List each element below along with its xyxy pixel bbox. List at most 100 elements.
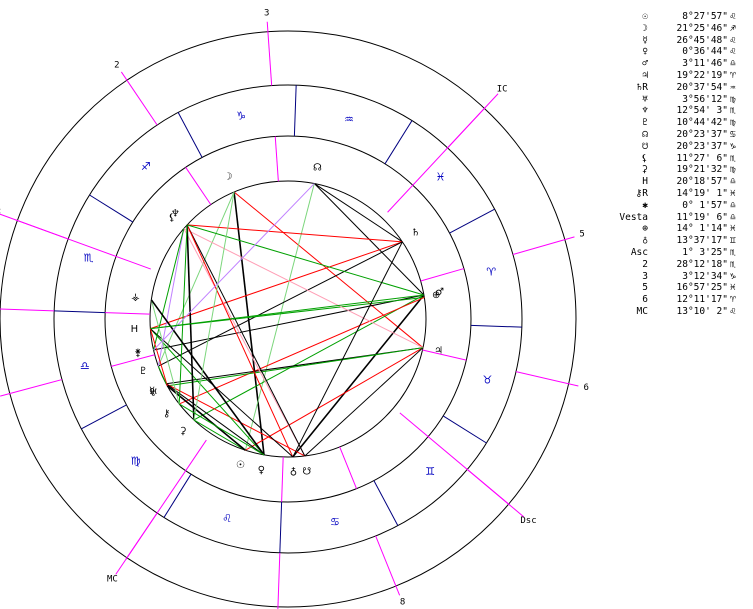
house-cusp-lines	[0, 21, 579, 609]
aspect-line-lilith-juno	[153, 228, 185, 351]
position-value: 19°21'32"	[676, 164, 728, 176]
position-point-glyph: ♀	[642, 46, 648, 58]
aspect-line-pluto-mercury	[157, 365, 167, 384]
position-sign-glyph: ♍	[730, 93, 736, 105]
angle-extension-dsc	[466, 469, 525, 518]
position-row: ☋ 20°23'37" ♑	[614, 141, 753, 153]
position-value: 13°37'17"	[676, 235, 728, 247]
position-value: 1° 3'25"	[682, 246, 728, 258]
planet-venus-icon: ♀	[258, 465, 265, 476]
house-inner-tick-3	[274, 136, 279, 182]
aspect-line-node-juno	[153, 183, 315, 351]
sign-boundary-7	[373, 480, 399, 526]
planet-pluto-icon: ♇	[139, 366, 148, 377]
position-sign-glyph: ♈	[730, 69, 736, 81]
position-value: 26°45'48"	[676, 34, 728, 46]
position-sign-glyph: ♈	[730, 294, 736, 306]
house-inner-tick-6	[422, 349, 467, 361]
aspect-line-saturn-hygiea	[150, 241, 403, 330]
position-row: ☊ 20°23'37" ♋	[614, 129, 753, 141]
aspect-line-vesta-chiron	[150, 299, 180, 405]
position-row: ☉ 8°27'57" ♌	[614, 11, 753, 23]
position-row: Vesta 11°19' 6" ♎	[614, 212, 753, 224]
position-value: 14°19' 1"	[676, 187, 728, 199]
zodiac-sign-glyphs: ♏ ♐ ♑ ♒ ♓ ♈ ♉ ♊ ♋ ♌ ♍ ♎	[80, 109, 496, 528]
position-sign-glyph: ♌	[730, 305, 736, 317]
aspect-line-neptune-ceres	[186, 224, 195, 420]
position-value: 20°18'57"	[676, 176, 728, 188]
position-sign-glyph: ♍	[730, 164, 736, 176]
sign-glyph-capricorn: ♑	[236, 109, 246, 122]
position-point-glyph: ♁	[642, 235, 648, 247]
sign-glyph-virgo: ♍	[131, 455, 141, 468]
position-value: 21°25'46"	[676, 22, 728, 34]
position-row: ♅ 3°56'12" ♍	[614, 94, 753, 106]
position-point-glyph: Vesta	[619, 211, 648, 223]
house-tick-11	[0, 379, 63, 397]
planet-hygiea-icon: H	[131, 324, 139, 335]
position-row: ♄R 20°37'54" ♒	[614, 82, 753, 94]
planet-neptune-icon: ♆	[171, 208, 180, 219]
aspect-line-mars-vertex	[292, 294, 425, 458]
planet-node-icon: ☊	[313, 162, 322, 173]
aspect-line-jupiter-sun	[245, 347, 424, 451]
sign-glyph-libra: ♎	[80, 359, 90, 372]
house-cusp-label-2: 2	[114, 60, 119, 70]
sign-boundary-2	[293, 85, 297, 137]
position-point-glyph: 3	[642, 270, 648, 282]
position-row: 2 28°12'18" ♏	[614, 259, 753, 271]
sign-boundary-lines	[54, 85, 522, 553]
position-value: 12°54' 3"	[676, 105, 728, 117]
position-sign-glyph: ♒	[730, 81, 736, 93]
planet-juno-icon: ⚵	[134, 348, 141, 359]
position-point-glyph: ☊	[642, 128, 648, 140]
position-sign-glyph: ♑	[730, 270, 736, 282]
position-sign-glyph: ♌	[730, 46, 736, 58]
position-value: 14° 1'14"	[676, 223, 728, 235]
house-tick-6	[515, 371, 579, 387]
position-row: H 20°18'57" ♎	[614, 176, 753, 188]
house-inner-tick-8	[339, 446, 358, 489]
position-value: 3°56'12"	[682, 93, 728, 105]
position-row: ⚳ 19°21'32" ♍	[614, 164, 753, 176]
sign-glyph-pisces: ♓	[436, 170, 446, 183]
position-value: 16°57'25"	[676, 282, 728, 294]
house-cusp-label-5: 5	[579, 230, 584, 240]
position-point-glyph: MC	[636, 305, 648, 317]
aspect-line-vertex-hygiea	[150, 328, 294, 458]
angle-extension-mc	[115, 512, 158, 575]
position-sign-glyph: ♏	[730, 258, 736, 270]
position-row: 6 12°11'17" ♈	[614, 294, 753, 306]
planet-jupiter-icon: ♃	[434, 346, 443, 357]
sign-boundary-3	[384, 120, 413, 165]
wheel-rings	[0, 30, 577, 608]
aspect-line-vesta-venus	[150, 299, 265, 456]
planet-glyphs: ☉ ☽ ☿ ♀ ♂ ♃ ♄ ♅ ♆ ♇ ☊ ☋ ⚸ ⚳ H ⚷ ⚵ ⚶ ⊕ ♁	[131, 162, 445, 478]
house-inner-tick-11	[111, 354, 155, 367]
sign-boundary-10	[81, 404, 127, 430]
sign-boundary-8	[279, 501, 283, 553]
position-point-glyph: ♂	[642, 58, 648, 70]
position-sign-glyph: ♎	[730, 211, 736, 223]
position-point-glyph: ♅	[642, 93, 648, 105]
position-value: 20°37'54"	[676, 81, 728, 93]
planet-vesta-icon: ⚶	[131, 292, 140, 303]
outer-ring	[0, 30, 577, 608]
sign-boundary-5	[470, 324, 522, 328]
aspect-line-node-saturn	[314, 183, 403, 243]
aspect-line-saturn-neptune	[187, 224, 403, 243]
aspect-line-moon-venus	[233, 191, 265, 455]
house-inner-tick-5	[420, 268, 465, 282]
position-row: ✱ 0° 1'57" ♎	[614, 200, 753, 212]
planet-moon-icon: ☽	[223, 172, 232, 183]
position-sign-glyph: ♏	[730, 152, 736, 164]
sign-glyph-scorpio: ♏	[84, 252, 94, 265]
position-row: Asc 1° 3'25" ♏	[614, 247, 753, 259]
position-value: 3°12'34"	[682, 270, 728, 282]
position-point-glyph: ⚳	[641, 164, 648, 176]
position-sign-glyph: ♎	[730, 176, 736, 188]
house-tick-5	[512, 236, 575, 255]
position-row: ♇ 10°44'42" ♍	[614, 117, 753, 129]
position-row: ♀ 0°36'44" ♌	[614, 46, 753, 58]
aspect-line-fortune-chiron	[179, 296, 425, 405]
